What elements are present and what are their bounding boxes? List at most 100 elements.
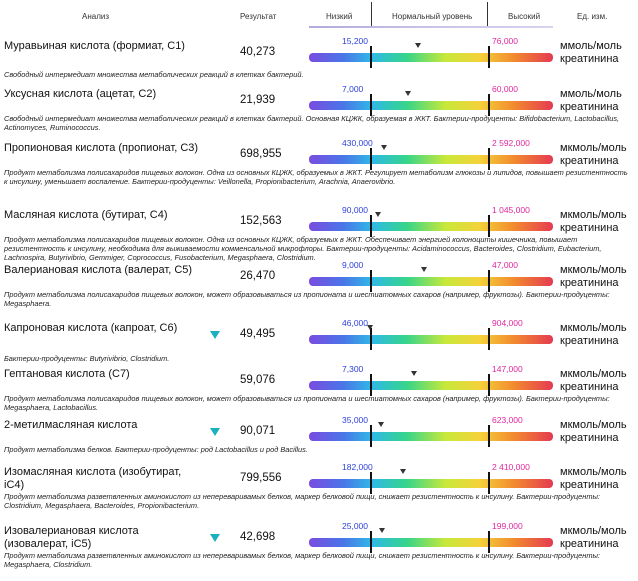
low-threshold: 9,000 — [342, 260, 364, 270]
range-scale: 35,000 623,000 — [309, 415, 553, 447]
low-tick — [370, 374, 372, 396]
high-tick — [488, 270, 490, 292]
gradient-bar — [309, 479, 553, 488]
high-tick — [488, 94, 490, 116]
low-tick — [370, 94, 372, 116]
low-tick — [370, 328, 372, 350]
range-scale: 7,000 60,000 — [309, 84, 553, 116]
result-value: 40,273 — [240, 46, 276, 58]
high-tick — [488, 148, 490, 170]
result-marker-icon — [378, 422, 384, 427]
unit-label: мкмоль/моль креатинина — [560, 466, 627, 491]
unit-label: мкмоль/моль креатинина — [560, 264, 627, 289]
high-tick — [488, 472, 490, 494]
high-threshold: 147,000 — [492, 364, 523, 374]
analyte-description: Продукт метаболизма разветвленных аминок… — [4, 492, 600, 510]
result-value: 21,939 — [240, 94, 276, 106]
analyte-name: Капроновая кислота (капроат, С6) — [4, 322, 178, 334]
unit-label: мкмоль/моль креатинина — [560, 209, 627, 234]
low-threshold: 430,000 — [342, 138, 373, 148]
low-tick — [370, 148, 372, 170]
result-marker-icon — [405, 91, 411, 96]
result-marker-icon — [421, 267, 427, 272]
result-value: 90,071 — [240, 425, 276, 437]
high-tick — [488, 328, 490, 350]
result-value: 26,470 — [240, 270, 276, 282]
analyte-name: Валериановая кислота (валерат, С5) — [4, 264, 193, 276]
unit-label: мкмоль/моль креатинина — [560, 322, 627, 347]
result-value: 799,556 — [240, 472, 282, 484]
analyte-description: Свободный интермедиат множества метаболи… — [4, 114, 620, 132]
unit-label: ммоль/моль креатинина — [560, 40, 622, 65]
low-tick — [370, 425, 372, 447]
header-normal: Нормальный уровень — [392, 12, 473, 21]
low-flag-icon — [210, 331, 220, 339]
result-marker-icon — [415, 43, 421, 48]
result-marker-icon — [411, 371, 417, 376]
range-scale: 9,000 47,000 — [309, 260, 553, 292]
low-flag-icon — [210, 428, 220, 436]
result-value: 698,955 — [240, 148, 282, 160]
range-scale: 7,300 147,000 — [309, 364, 553, 396]
low-threshold: 90,000 — [342, 205, 368, 215]
high-tick — [488, 425, 490, 447]
range-scale: 15,200 76,000 — [309, 36, 553, 68]
range-scale: 430,000 2 592,000 — [309, 138, 553, 170]
header-divider-low — [371, 2, 372, 26]
high-threshold: 60,000 — [492, 84, 518, 94]
analyte-name: Гептановая кислота (С7) — [4, 368, 130, 380]
high-tick — [488, 374, 490, 396]
result-marker-icon — [400, 469, 406, 474]
high-threshold: 199,000 — [492, 521, 523, 531]
gradient-bar — [309, 155, 553, 164]
result-marker-icon — [367, 325, 373, 330]
gradient-bar — [309, 335, 553, 344]
analyte-name: Изовалериановая кислота (изовалерат, iC5… — [4, 525, 139, 550]
high-tick — [488, 531, 490, 553]
analyte-name: 2-метилмасляная кислота — [4, 419, 138, 431]
low-threshold: 46,000 — [342, 318, 368, 328]
low-threshold: 7,000 — [342, 84, 364, 94]
analyte-description: Продукт метаболизма полисахаридов пищевы… — [4, 394, 610, 412]
analyte-description: Продукт метаболизма полисахаридов пищевы… — [4, 290, 610, 308]
low-flag-icon — [210, 534, 220, 542]
result-value: 42,698 — [240, 531, 276, 543]
result-value: 59,076 — [240, 374, 276, 386]
unit-label: мкмоль/моль креатинина — [560, 419, 627, 444]
range-scale: 182,000 2 410,000 — [309, 462, 553, 494]
low-tick — [370, 472, 372, 494]
range-scale: 25,000 199,000 — [309, 521, 553, 553]
analyte-description: Продукт метаболизма разветвленных аминок… — [4, 551, 600, 569]
unit-label: мкмоль/моль креатинина — [560, 525, 627, 550]
unit-label: мкмоль/моль креатинина — [560, 368, 627, 393]
high-threshold: 47,000 — [492, 260, 518, 270]
high-threshold: 2 592,000 — [492, 138, 530, 148]
low-threshold: 7,300 — [342, 364, 364, 374]
gradient-bar — [309, 432, 553, 441]
range-scale: 46,000 904,000 — [309, 318, 553, 350]
gradient-bar — [309, 101, 553, 110]
header-low: Низкий — [326, 12, 353, 21]
header-high: Высокий — [508, 12, 541, 21]
high-threshold: 623,000 — [492, 415, 523, 425]
high-threshold: 76,000 — [492, 36, 518, 46]
analyte-name: Масляная кислота (бутират, С4) — [4, 209, 168, 221]
range-scale: 90,000 1 045,000 — [309, 205, 553, 237]
analyte-description: Продукт метаболизма полисахаридов пищевы… — [4, 235, 602, 262]
result-marker-icon — [381, 145, 387, 150]
low-tick — [370, 270, 372, 292]
result-marker-icon — [375, 212, 381, 217]
analyte-description: Продукт метаболизма полисахаридов пищевы… — [4, 168, 628, 186]
result-value: 152,563 — [240, 215, 282, 227]
analyte-description: Свободный интермедиат множества метаболи… — [4, 70, 304, 79]
result-marker-icon — [379, 528, 385, 533]
gradient-bar — [309, 53, 553, 62]
gradient-bar — [309, 538, 553, 547]
header-unit: Ед. изм. — [577, 12, 608, 21]
header-divider-high — [487, 2, 488, 26]
unit-label: мкмоль/моль креатинина — [560, 142, 627, 167]
low-threshold: 182,000 — [342, 462, 373, 472]
low-tick — [370, 215, 372, 237]
high-tick — [488, 46, 490, 68]
gradient-bar — [309, 222, 553, 231]
